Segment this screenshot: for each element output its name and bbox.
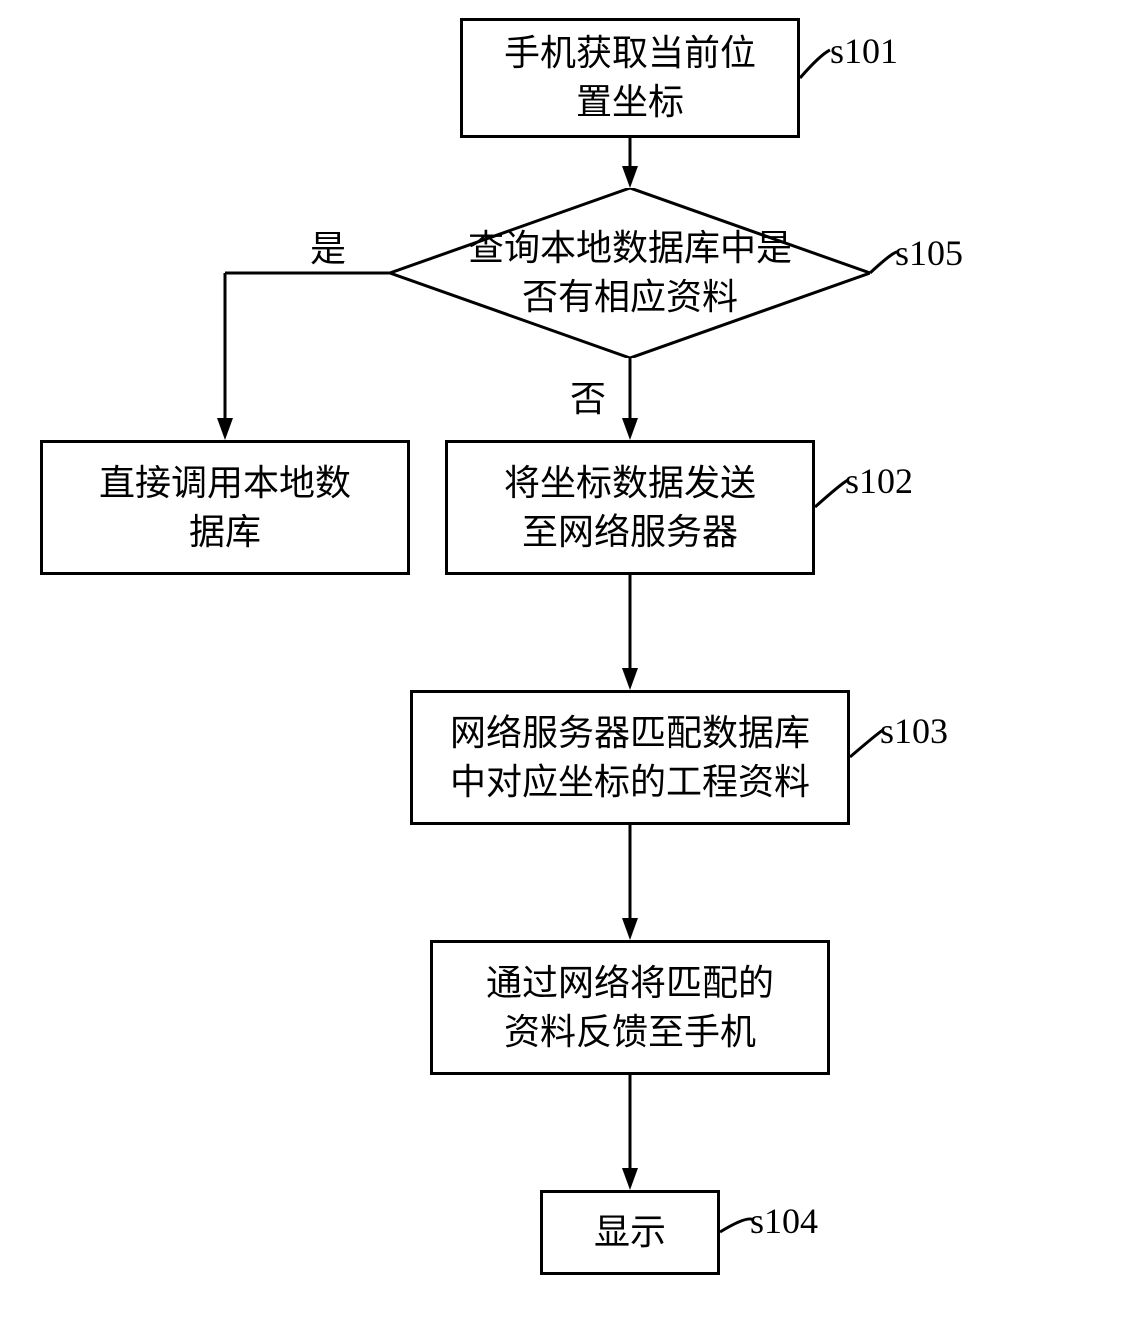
step-label-s104: s104 bbox=[750, 1200, 818, 1242]
step-label-s102-text: s102 bbox=[845, 461, 913, 501]
node-s104: 显示 bbox=[540, 1190, 720, 1275]
node-s105-text: 查询本地数据库中是否有相应资料 bbox=[468, 224, 792, 321]
step-label-s102: s102 bbox=[845, 460, 913, 502]
node-s101-text: 手机获取当前位置坐标 bbox=[504, 29, 756, 126]
edge-label-no: 否 bbox=[570, 370, 606, 422]
node-local: 直接调用本地数据库 bbox=[40, 440, 410, 575]
step-label-s104-text: s104 bbox=[750, 1201, 818, 1241]
node-s103: 网络服务器匹配数据库中对应坐标的工程资料 bbox=[410, 690, 850, 825]
node-s102-text: 将坐标数据发送至网络服务器 bbox=[504, 459, 756, 556]
step-label-s101-text: s101 bbox=[830, 31, 898, 71]
node-s101: 手机获取当前位置坐标 bbox=[460, 18, 800, 138]
node-feed-text: 通过网络将匹配的资料反馈至手机 bbox=[486, 959, 774, 1056]
step-label-s105: s105 bbox=[895, 232, 963, 274]
edge-label-yes: 是 bbox=[310, 220, 346, 272]
node-s102: 将坐标数据发送至网络服务器 bbox=[445, 440, 815, 575]
node-local-text: 直接调用本地数据库 bbox=[99, 459, 351, 556]
step-label-s103-text: s103 bbox=[880, 711, 948, 751]
step-label-s105-text: s105 bbox=[895, 233, 963, 273]
node-s104-text: 显示 bbox=[594, 1208, 666, 1257]
step-label-s103: s103 bbox=[880, 710, 948, 752]
node-s103-text: 网络服务器匹配数据库中对应坐标的工程资料 bbox=[450, 709, 810, 806]
edge-label-no-text: 否 bbox=[570, 379, 606, 419]
edge-label-yes-text: 是 bbox=[310, 229, 346, 269]
flowchart-canvas: 手机获取当前位置坐标 查询本地数据库中是否有相应资料 直接调用本地数据库 将坐标… bbox=[0, 0, 1136, 1341]
step-label-s101: s101 bbox=[830, 30, 898, 72]
node-feed: 通过网络将匹配的资料反馈至手机 bbox=[430, 940, 830, 1075]
node-s105: 查询本地数据库中是否有相应资料 bbox=[390, 188, 870, 358]
